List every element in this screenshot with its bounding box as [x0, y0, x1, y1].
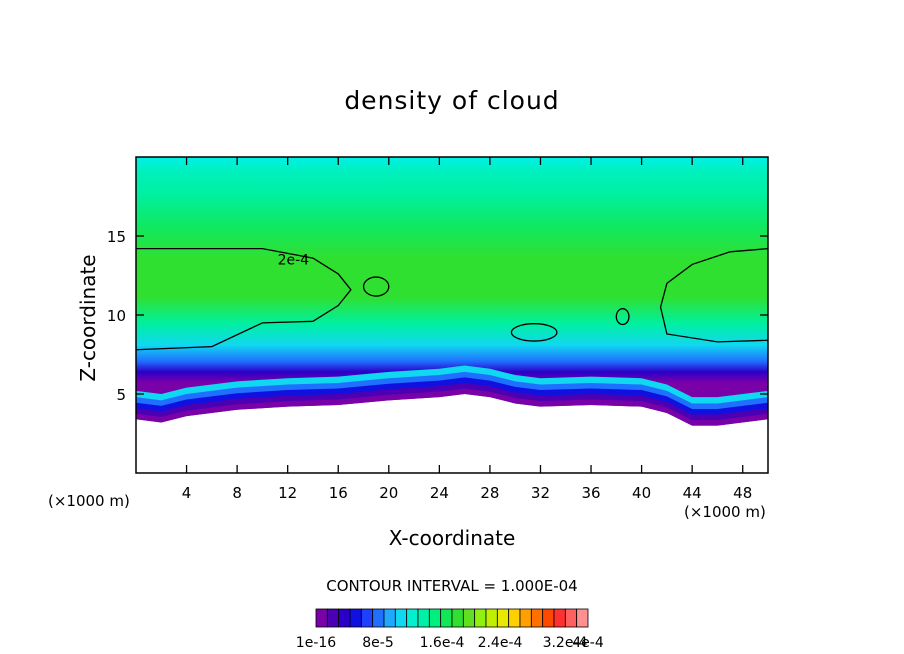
x-tick-label: 24	[430, 484, 449, 502]
colorbar-label: 8e-5	[362, 635, 393, 651]
colorbar-swatch	[349, 608, 362, 628]
colorbar-swatch	[576, 608, 589, 628]
colorbar-label: 1e-16	[296, 635, 336, 651]
x-tick-label: 36	[581, 484, 600, 502]
colorbar-label: 4e-4	[572, 635, 604, 651]
colorbar: 1e-16 8e-5 1.6e-4 2.4e-4 3.2e-44e-4	[296, 608, 604, 651]
contour-island-2	[615, 308, 630, 326]
y-tick-label: 15	[107, 228, 126, 246]
x-tick-label: 8	[232, 484, 242, 502]
contour-line	[136, 247, 352, 351]
cloud-body	[136, 157, 768, 426]
colorbar-swatch	[326, 608, 340, 628]
x-tick-label: 32	[531, 484, 550, 502]
contour-line-right	[659, 247, 768, 343]
contour-interval-text: CONTOUR INTERVAL = 1.000E-04	[326, 577, 578, 595]
y-tick-label: 5	[116, 386, 126, 404]
colorbar-swatch	[440, 608, 453, 628]
y-tick-label: 10	[107, 307, 126, 325]
base-layer-0	[136, 387, 768, 426]
x-tick-label: 44	[683, 484, 702, 502]
plot-area: 2e-4	[136, 157, 768, 426]
colorbar-label: 3.2e-4	[543, 635, 588, 651]
x-unit-label: (×1000 m)	[684, 503, 766, 521]
colorbar-swatch	[530, 608, 544, 628]
colorbar-swatch	[394, 608, 408, 628]
contour-island-1	[510, 323, 558, 342]
colorbar-swatch	[474, 608, 487, 628]
colorbar-swatch	[406, 608, 419, 628]
colorbar-swatch	[372, 608, 385, 628]
x-axis-label: X-coordinate	[388, 526, 516, 550]
contour-label: 2e-4	[278, 252, 310, 268]
y-axis-label: Z-coordinate	[76, 254, 100, 382]
base-layer-4	[136, 365, 768, 404]
x-tick-label: 16	[329, 484, 348, 502]
colorbar-swatch	[496, 608, 510, 628]
colorbar-swatch	[315, 608, 328, 628]
base-layer-2	[136, 376, 768, 415]
colorbar-swatch	[417, 608, 430, 628]
base-layer-3	[136, 371, 768, 410]
colorbar-swatch	[462, 608, 476, 628]
x-tick-label: 28	[480, 484, 499, 502]
x-tick-label: 4	[182, 484, 192, 502]
colorbar-swatch	[360, 608, 374, 628]
colorbar-swatch	[338, 608, 351, 628]
x-tick-label: 12	[278, 484, 297, 502]
colorbar-label: 1.6e-4	[420, 635, 465, 651]
colorbar-swatch	[485, 608, 498, 628]
y-unit-label: (×1000 m)	[48, 492, 130, 510]
colorbar-swatch	[564, 608, 578, 628]
chart-title: density of cloud	[344, 86, 560, 115]
colorbar-label: 2.4e-4	[478, 635, 523, 651]
colorbar-swatch	[428, 608, 442, 628]
x-tick-label: 48	[733, 484, 752, 502]
colorbar-swatch	[508, 608, 521, 628]
colorbar-swatch	[542, 608, 555, 628]
colorbar-swatch	[451, 608, 464, 628]
colorbar-swatch	[553, 608, 566, 628]
x-tick-label: 20	[379, 484, 398, 502]
x-tick-label: 40	[632, 484, 651, 502]
colorbar-swatch	[519, 608, 532, 628]
colorbar-swatch	[383, 608, 396, 628]
base-layer-1	[136, 382, 768, 421]
contour-island-0	[362, 276, 390, 297]
